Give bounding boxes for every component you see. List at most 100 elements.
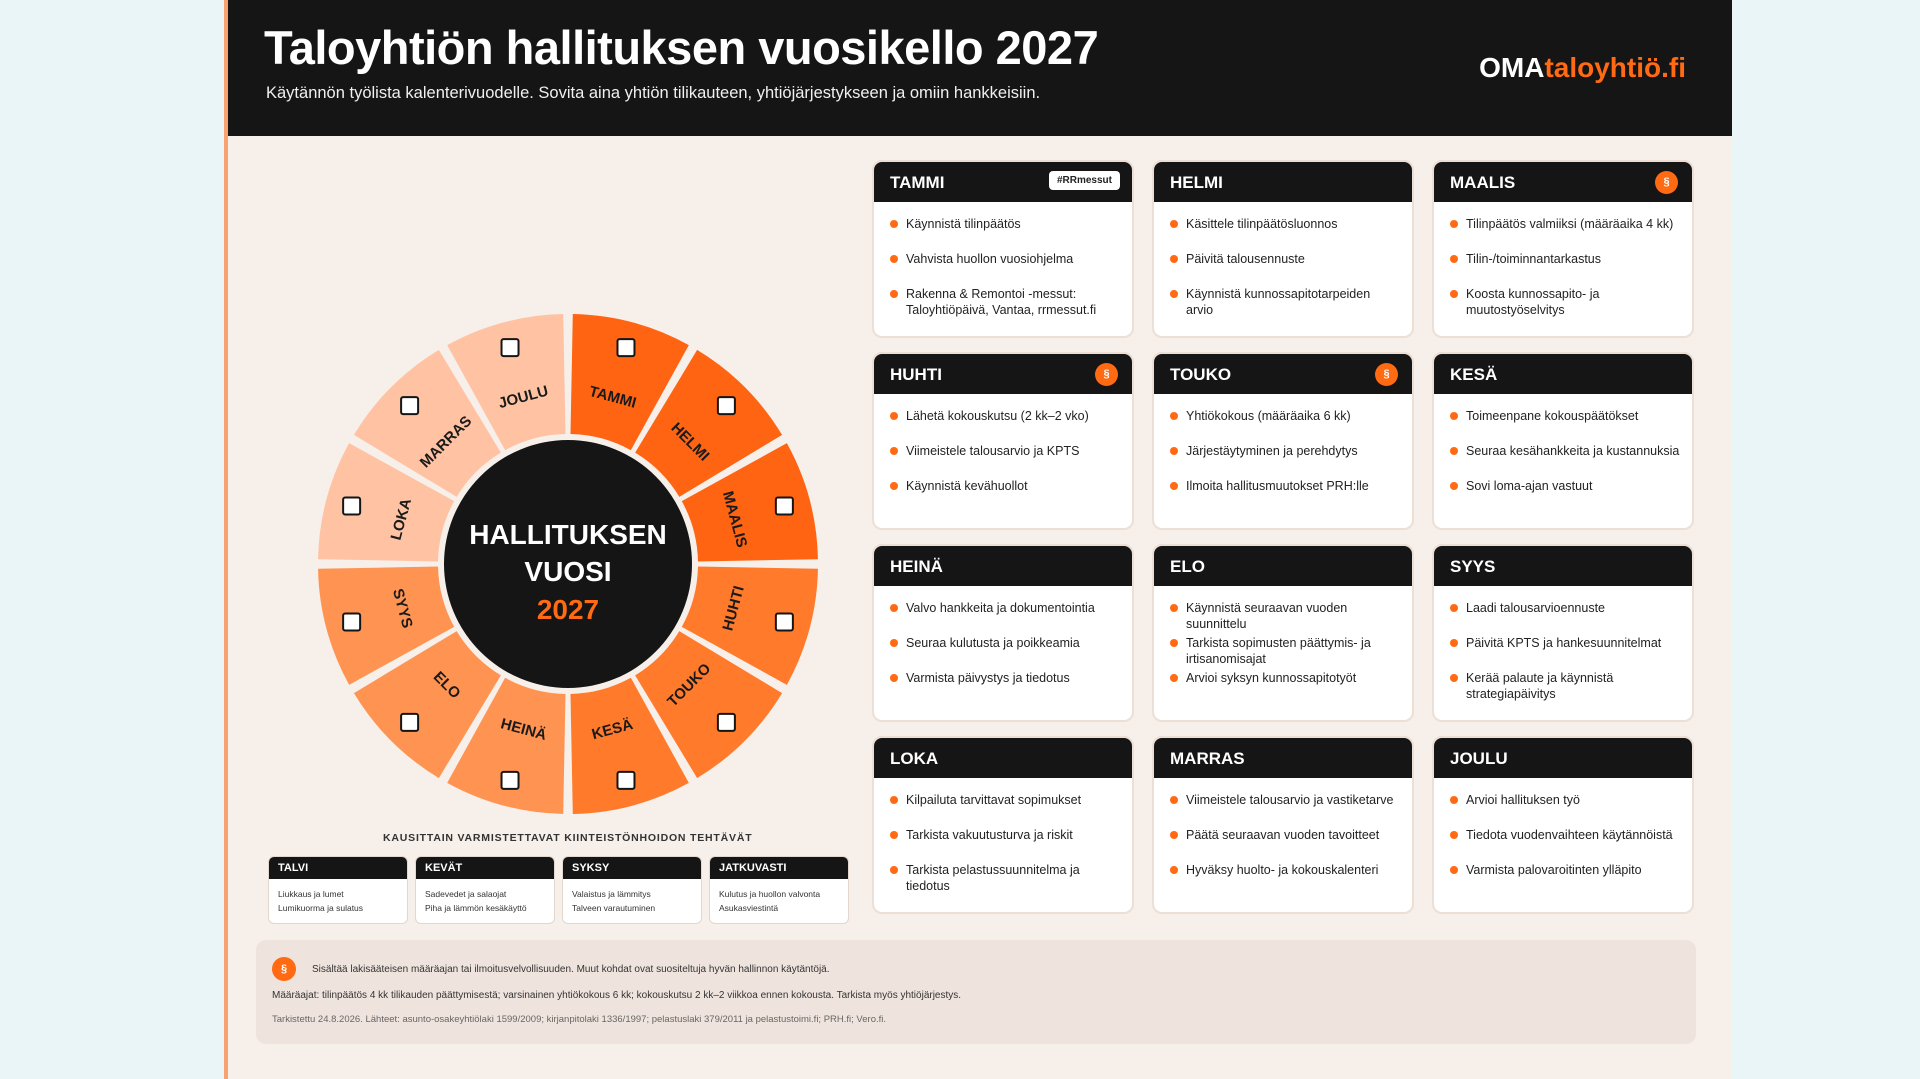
task-item: Laadi talousarvioennuste <box>1450 600 1680 635</box>
month-checkbox[interactable] <box>342 496 362 516</box>
month-card-title: KESÄ <box>1434 354 1692 394</box>
month-card-title-text: HUHTI <box>890 365 942 384</box>
month-card-title: HELMI <box>1154 162 1412 202</box>
wheel-segment-kesä <box>570 677 689 814</box>
wheel-segment-helmi <box>635 349 783 497</box>
task-item: Tiedota vuodenvaihteen käytännöistä <box>1450 827 1680 862</box>
wheel-center <box>444 440 692 688</box>
logo-suffix: taloyhtiö.fi <box>1544 52 1686 83</box>
task-item: Päätä seuraavan vuoden tavoitteet <box>1170 827 1400 862</box>
season-body: Kulutus ja huollon valvonta Asukasviestin… <box>710 879 848 915</box>
task-item: Sovi loma-ajan vastuut <box>1450 478 1680 513</box>
month-card-title: JOULU <box>1434 738 1692 778</box>
season-body: Sadevedet ja salaojat Piha ja lämmön kesä… <box>416 879 554 915</box>
season-task: Lumikuorma ja sulatus <box>278 903 364 913</box>
month-checkbox[interactable] <box>774 496 794 516</box>
month-card-title: ELO <box>1154 546 1412 586</box>
season-task: Piha ja lämmön kesäkäyttö <box>425 903 527 913</box>
month-card-joulu: JOULU Arvioi hallituksen työ Tiedota vuode… <box>1432 736 1694 914</box>
page-subtitle: Käytännön työlista kalenterivuodelle. So… <box>266 84 1041 102</box>
task-item: Järjestäytyminen ja perehdytys <box>1170 443 1400 478</box>
month-checkbox[interactable] <box>616 770 636 790</box>
month-card-tammi: TAMMI #RRmessut Käynnistä tilinpäätös Vahvi… <box>872 160 1134 338</box>
season-title: KEVÄT <box>416 857 554 879</box>
season-box-jatkuvasti: JATKUVASTI Kulutus ja huollon valvonta Asu… <box>709 856 849 924</box>
section-badge-icon: § <box>1655 171 1678 194</box>
task-item: Viimeistele talousarvio ja vastiketarve <box>1170 792 1400 827</box>
month-card-huhti: HUHTI § Lähetä kokouskutsu (2 kk–2 vko) Vii… <box>872 352 1134 530</box>
month-checkbox[interactable] <box>716 712 736 732</box>
task-item: Kilpailuta tarvittavat sopimukset <box>890 792 1120 827</box>
season-task: Talveen varautuminen <box>572 903 656 913</box>
month-card-title: SYYS <box>1434 546 1692 586</box>
month-checkbox[interactable] <box>400 712 420 732</box>
season-title: JATKUVASTI <box>710 857 848 879</box>
month-card-elo: ELO Käynnistä seuraavan vuoden suunnittel… <box>1152 544 1414 722</box>
season-title: TALVI <box>269 857 407 879</box>
wheel-center-year: 2027 <box>537 594 599 625</box>
month-checkbox[interactable] <box>774 612 794 632</box>
month-card-syys: SYYS Laadi talousarvioennuste Päivitä KPTS… <box>1432 544 1694 722</box>
footer-note-deadlines: Määräajat: tilinpäätös 4 kk tilikauden p… <box>272 990 962 1001</box>
task-list: Toimeenpane kokouspäätökset Seuraa kesäha… <box>1434 394 1692 513</box>
logo-prefix: OMA <box>1479 52 1545 83</box>
footer-note-legal: Sisältää lakisääteisen määräajan tai ilm… <box>312 964 830 975</box>
task-list: Valvo hankkeita ja dokumentointia Seuraa … <box>874 586 1132 705</box>
month-card-title-text: TAMMI <box>890 173 945 192</box>
season-box-talvi: TALVI Liukkaus ja lumet Lumikuorma ja sula… <box>268 856 408 924</box>
season-box-syksy: SYKSY Valaistus ja lämmitys Talveen varaut… <box>562 856 702 924</box>
task-list: Käynnistä tilinpäätös Vahvista huollon vu… <box>874 202 1132 321</box>
task-item: Koosta kunnossapito- ja muutostyöselvity… <box>1450 286 1680 321</box>
task-item: Tilinpäätös valmiiksi (määräaika 4 kk) <box>1450 216 1680 251</box>
month-checkbox[interactable] <box>500 770 520 790</box>
month-card-title-text: LOKA <box>890 749 939 768</box>
footer-notes: § Sisältää lakisääteisen määräajan tai i… <box>256 940 1696 1044</box>
wheel-segment-joulu <box>447 314 566 451</box>
task-item: Ilmoita hallitusmuutokset PRH:lle <box>1170 478 1400 513</box>
year-wheel: TAMMIHELMIMAALISHUHTITOUKOKESÄHEINÄELOSY… <box>318 314 818 814</box>
footer-note-sources: Tarkistettu 24.8.2026. Lähteet: asunto-o… <box>272 1014 887 1025</box>
month-card-title: HEINÄ <box>874 546 1132 586</box>
task-item: Varmista palovaroitinten ylläpito <box>1450 862 1680 897</box>
task-item: Tarkista vakuutusturva ja riskit <box>890 827 1120 862</box>
task-item: Päivitä KPTS ja hankesuunnitelmat <box>1450 635 1680 670</box>
season-title: SYKSY <box>563 857 701 879</box>
season-task: Liukkaus ja lumet <box>278 889 344 899</box>
task-item: Tarkista sopimusten päättymis- ja irtisa… <box>1170 635 1400 670</box>
month-card-title: TOUKO § <box>1154 354 1412 394</box>
task-list: Tilinpäätös valmiiksi (määräaika 4 kk) Ti… <box>1434 202 1692 321</box>
month-card-title: LOKA <box>874 738 1132 778</box>
month-card-touko: TOUKO § Yhtiökokous (määräaika 6 kk) Järjes… <box>1152 352 1414 530</box>
wheel-segment-tammi <box>570 314 689 451</box>
task-item: Tarkista pelastussuunnitelma ja tiedotus <box>890 862 1120 897</box>
month-card-maalis: MAALIS § Tilinpäätös valmiiksi (määräaika … <box>1432 160 1694 338</box>
month-card-title: HUHTI § <box>874 354 1132 394</box>
section-badge-icon: § <box>272 957 296 981</box>
task-item: Viimeistele talousarvio ja KPTS <box>890 443 1120 478</box>
month-card-loka: LOKA Kilpailuta tarvittavat sopimukset Tar… <box>872 736 1134 914</box>
task-item: Käynnistä kevähuollot <box>890 478 1120 513</box>
page-title: Taloyhtiön hallituksen vuosikello 2027 <box>264 21 1099 74</box>
month-card-helmi: HELMI Käsittele tilinpäätösluonnos Päivitä… <box>1152 160 1414 338</box>
month-card-title: MARRAS <box>1154 738 1412 778</box>
month-checkbox[interactable] <box>616 338 636 358</box>
task-list: Lähetä kokouskutsu (2 kk–2 vko) Viimeiste… <box>874 394 1132 513</box>
task-item: Käynnistä tilinpäätös <box>890 216 1120 251</box>
month-checkbox[interactable] <box>500 338 520 358</box>
month-checkbox[interactable] <box>716 396 736 416</box>
section-badge-icon: § <box>1095 363 1118 386</box>
month-card-kesä: KESÄ Toimeenpane kokouspäätökset Seuraa ke… <box>1432 352 1694 530</box>
task-item: Käynnistä seuraavan vuoden suunnittelu <box>1170 600 1400 635</box>
task-item: Seuraa kesähankkeita ja kustannuksia <box>1450 443 1680 478</box>
month-card-title-text: TOUKO <box>1170 365 1232 384</box>
month-card-title-text: MAALIS <box>1450 173 1516 192</box>
month-checkbox[interactable] <box>400 396 420 416</box>
task-item: Käynnistä kunnossapitotarpeiden arvio <box>1170 286 1400 321</box>
task-list: Käynnistä seuraavan vuoden suunnittelu Ta… <box>1154 586 1412 705</box>
wheel-segment-marras <box>353 349 501 497</box>
task-item: Kerää palaute ja käynnistä strategiapäiv… <box>1450 670 1680 705</box>
season-body: Liukkaus ja lumet Lumikuorma ja sulatus <box>269 879 407 915</box>
task-list: Kilpailuta tarvittavat sopimukset Tarkist… <box>874 778 1132 897</box>
month-checkbox[interactable] <box>342 612 362 632</box>
season-task: Kulutus ja huollon valvonta <box>719 889 821 899</box>
